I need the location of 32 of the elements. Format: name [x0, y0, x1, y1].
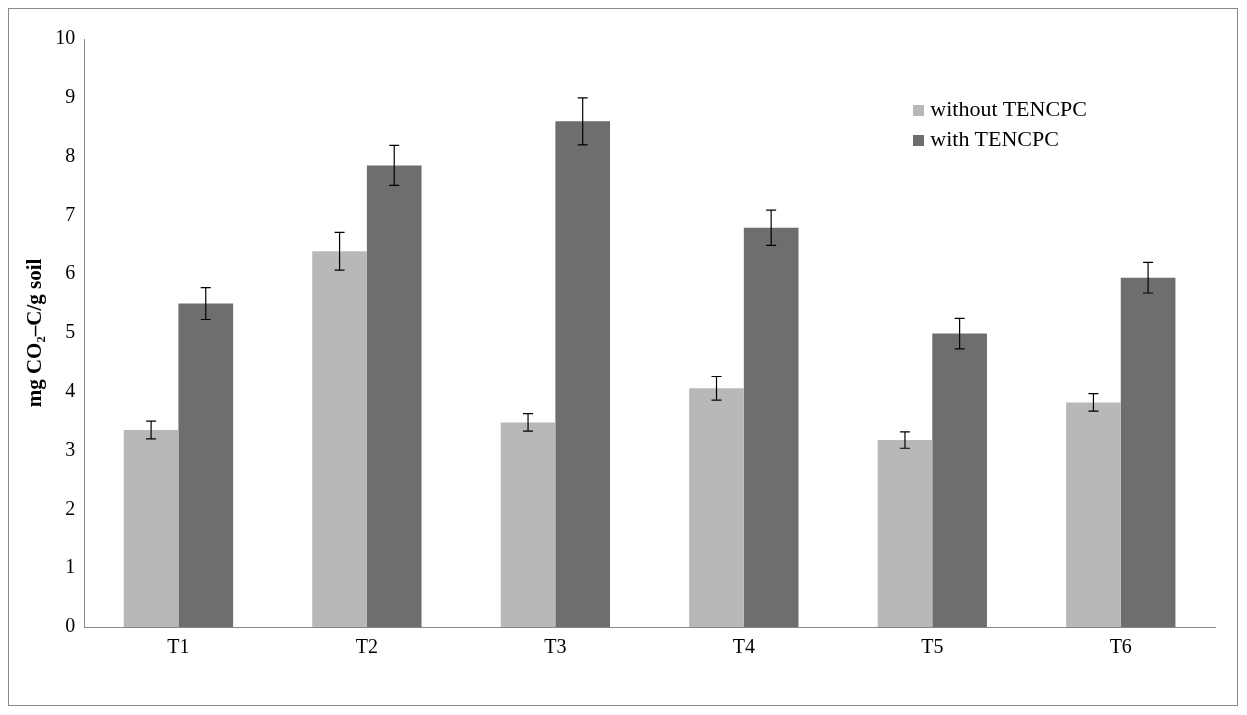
- y-tick-label: 10: [55, 26, 76, 49]
- bar: [555, 121, 611, 627]
- bar: [123, 430, 179, 627]
- y-tick-label: 3: [65, 437, 76, 460]
- legend-label: without TENCPC: [930, 96, 1087, 121]
- bar: [1120, 277, 1176, 627]
- y-tick-label: 2: [65, 496, 76, 519]
- y-tick-label: 5: [65, 320, 76, 343]
- x-tick-label: T5: [921, 635, 944, 658]
- y-axis-title: mg CO₂–C/g soil: [22, 258, 47, 408]
- y-tick-label: 9: [65, 85, 76, 108]
- bar: [312, 251, 367, 627]
- x-tick-label: T4: [732, 635, 755, 658]
- x-tick-label: T3: [544, 635, 567, 658]
- bar: [178, 303, 234, 627]
- y-tick-label: 0: [65, 614, 76, 637]
- legend-label: with TENCPC: [930, 126, 1059, 151]
- bar: [689, 388, 744, 627]
- bar: [366, 165, 422, 627]
- y-tick-label: 4: [65, 379, 76, 402]
- x-tick-label: T1: [167, 635, 190, 658]
- bar: [877, 440, 933, 627]
- y-tick-label: 1: [65, 555, 76, 578]
- y-tick-label: 8: [65, 143, 76, 166]
- y-tick-label: 6: [65, 261, 76, 284]
- bar: [500, 422, 556, 627]
- bar: [1066, 402, 1121, 627]
- bar: [932, 333, 987, 627]
- x-tick-label: T2: [355, 635, 379, 658]
- y-tick-label: 7: [65, 202, 76, 225]
- bar: [743, 227, 799, 627]
- x-tick-label: T6: [1109, 635, 1132, 658]
